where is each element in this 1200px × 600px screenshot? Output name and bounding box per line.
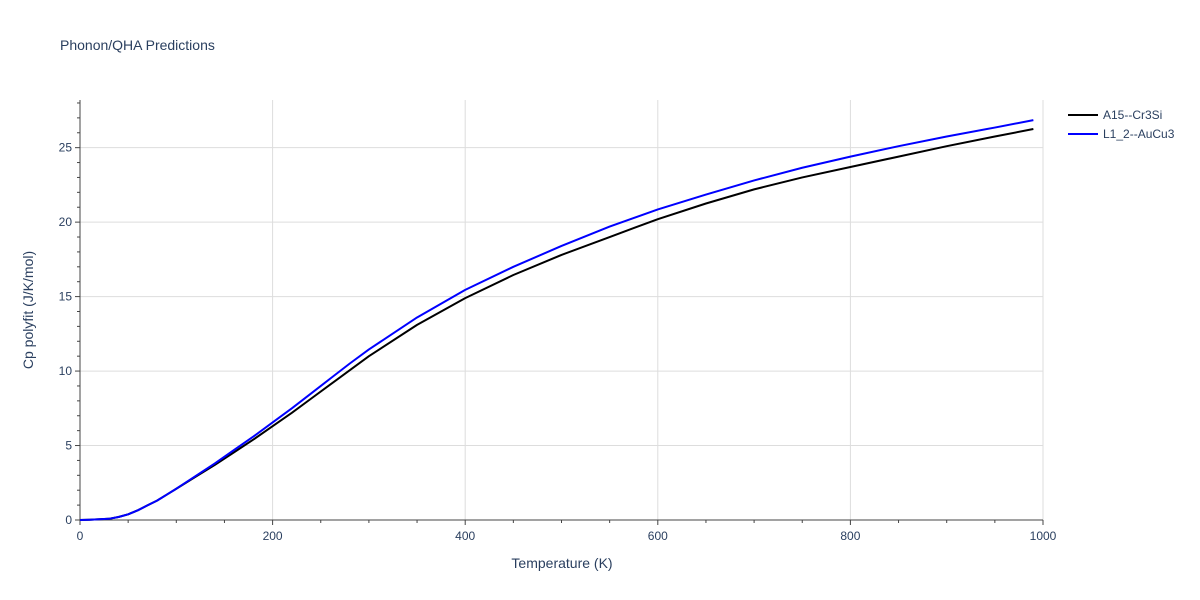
x-tick-label: 0 xyxy=(77,529,84,543)
x-tick-label: 200 xyxy=(263,529,283,543)
axes-layer: 0 200 400 600 800 1000 0 5 10 15 20 25 xyxy=(59,100,1057,543)
y-tick-label: 5 xyxy=(65,439,72,453)
x-tick-label: 800 xyxy=(840,529,860,543)
x-tick-label: 600 xyxy=(648,529,668,543)
legend-item[interactable]: L1_2--AuCu3 xyxy=(1068,127,1175,141)
series-line-0 xyxy=(79,128,1034,521)
legend[interactable]: A15--Cr3Si L1_2--AuCu3 xyxy=(1068,108,1175,141)
y-tick-label: 0 xyxy=(65,513,72,527)
y-tick-label: 10 xyxy=(59,364,73,378)
legend-item[interactable]: A15--Cr3Si xyxy=(1068,108,1162,122)
x-tick-label: 1000 xyxy=(1030,529,1057,543)
legend-label: A15--Cr3Si xyxy=(1103,108,1162,122)
y-tick-label: 15 xyxy=(59,290,73,304)
series-layer xyxy=(79,119,1034,521)
y-tick-label: 20 xyxy=(59,215,73,229)
y-tick-label: 25 xyxy=(59,141,73,155)
chart-title: Phonon/QHA Predictions xyxy=(60,37,215,53)
legend-label: L1_2--AuCu3 xyxy=(1103,127,1175,141)
y-axis-title: Cp polyfit (J/K/mol) xyxy=(20,251,36,369)
series-line-1 xyxy=(79,119,1034,521)
x-axis-title: Temperature (K) xyxy=(511,555,612,571)
x-tick-label: 400 xyxy=(455,529,475,543)
